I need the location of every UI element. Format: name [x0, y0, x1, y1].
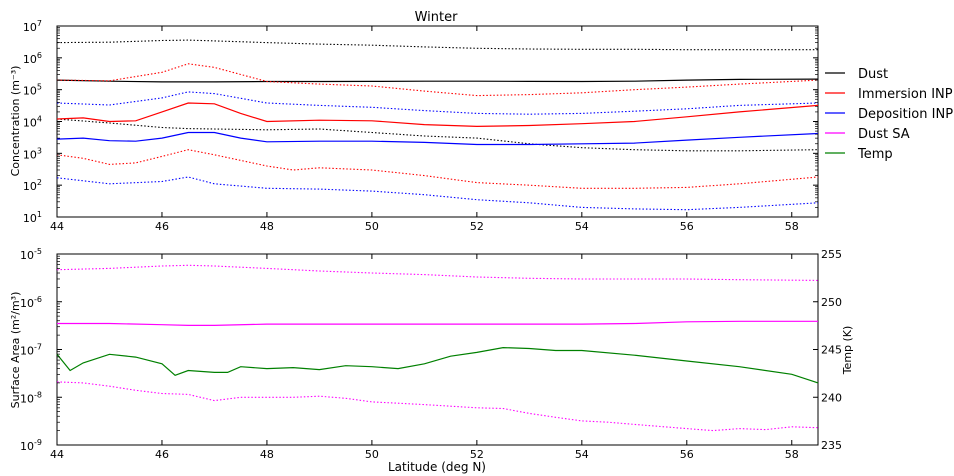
legend-item: Immersion INP — [858, 87, 953, 102]
y-tick-label: 10-5 — [20, 247, 42, 262]
top-x-ticks: 44 46 48 50 52 54 56 58 — [50, 26, 799, 233]
series-line-immersion-inp — [56, 102, 819, 128]
bottom-y-axis-label: Surface Area (m²/m³) — [9, 292, 22, 409]
bottom-right-y-ticks: 235 240 245 250 255 — [813, 248, 842, 452]
bottom-y-ticks: 10-9 10-8 10-7 10-6 10-5 — [20, 247, 62, 453]
y-tick-label: 102 — [23, 178, 42, 193]
series-line-dust-sa-lower — [56, 381, 819, 432]
bottom-plot-frame — [56, 253, 819, 446]
series-line-immersion-inp-lower — [56, 149, 819, 189]
bottom-x-ticks: 44 46 48 50 52 54 56 58 — [50, 254, 799, 461]
y-tick-label: 105 — [23, 83, 42, 98]
series-line-dust-sa — [57, 320, 818, 326]
x-tick-label: 46 — [155, 448, 169, 461]
x-axis-label: Latitude (deg N) — [388, 460, 486, 474]
x-tick-label: 46 — [155, 220, 169, 233]
y-tick-label: 10-6 — [20, 295, 42, 310]
x-tick-label: 54 — [575, 448, 589, 461]
series-line-dust-upper — [56, 39, 818, 51]
y-tick-label: 107 — [23, 19, 42, 34]
top-y-ticks: 101 102 103 104 105 106 107 — [23, 19, 818, 225]
x-tick-label: 48 — [260, 220, 274, 233]
top-chart-panel: Winter 44 46 48 50 52 54 56 58 1011021031041051… — [9, 10, 819, 233]
right-y-tick-label: 245 — [821, 344, 842, 357]
y-tick-label: 104 — [23, 115, 42, 130]
series-line-deposition-inp-upper — [56, 91, 819, 115]
series-line-dust-lower — [56, 118, 819, 152]
right-y-tick-label: 240 — [821, 391, 842, 404]
x-tick-label: 48 — [260, 448, 274, 461]
y-tick-label: 10-7 — [20, 343, 42, 358]
x-tick-label: 56 — [680, 220, 694, 233]
x-tick-label: 54 — [575, 220, 589, 233]
y-tick-label: 10-9 — [20, 438, 42, 453]
x-tick-label: 50 — [365, 220, 379, 233]
bottom-plot-series — [56, 264, 819, 432]
x-tick-label: 56 — [680, 448, 694, 461]
series-line-temp — [56, 346, 819, 384]
right-y-tick-label: 235 — [821, 439, 842, 452]
legend-item: Temp — [857, 147, 893, 162]
x-tick-label: 50 — [365, 448, 379, 461]
top-plot-series — [56, 39, 819, 211]
x-tick-label: 44 — [50, 448, 64, 461]
top-plot-frame — [56, 25, 819, 218]
series-line-deposition-inp-lower — [56, 176, 819, 211]
x-tick-label: 52 — [470, 220, 484, 233]
series-line-immersion-inp-upper — [56, 63, 819, 97]
series-line-dust — [56, 78, 819, 83]
legend-item: Deposition INP — [858, 107, 953, 122]
legend: Dust Immersion INP Deposition INP Dust SA Te… — [825, 67, 953, 162]
series-line-dust-sa-upper — [56, 264, 819, 281]
y-tick-label: 103 — [23, 146, 42, 161]
series-line-deposition-inp — [56, 131, 819, 146]
y-tick-label: 101 — [23, 210, 42, 225]
legend-item: Dust SA — [858, 127, 910, 142]
right-y-tick-label: 250 — [821, 296, 842, 309]
legend-item: Dust — [858, 67, 888, 82]
y-tick-label: 106 — [23, 51, 42, 66]
top-y-axis-label: Concentration (m⁻³) — [9, 66, 22, 177]
y-tick-label: 10-8 — [20, 390, 42, 405]
top-chart-title: Winter — [415, 10, 459, 25]
x-tick-label: 58 — [785, 448, 799, 461]
x-tick-label: 44 — [50, 220, 64, 233]
right-y-tick-label: 255 — [821, 248, 842, 261]
x-tick-label: 52 — [470, 448, 484, 461]
bottom-chart-panel: 44 46 48 50 52 54 56 58 10-9 10-8 10-7 10-6 10-5 23… — [9, 247, 854, 474]
x-tick-label: 58 — [785, 220, 799, 233]
bottom-right-y-axis-label: Temp (K) — [841, 326, 854, 376]
